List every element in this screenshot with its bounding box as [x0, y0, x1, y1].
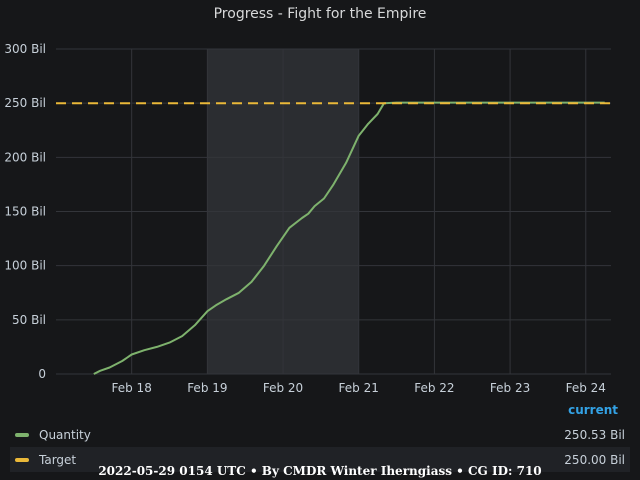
footer-credit: 2022-05-29 0154 UTC • By CMDR Winter Ihe… [98, 464, 542, 478]
series-line-quantity [93, 101, 605, 375]
legend-current-header[interactable]: current [568, 403, 618, 417]
legend-swatch-quantity [15, 432, 29, 437]
panel-title: Progress - Fight for the Empire [213, 6, 427, 22]
y-tick-label: 250 Bil [4, 96, 46, 110]
legend-value: 250.53 Bil [564, 427, 625, 442]
legend-label: Quantity [39, 427, 91, 442]
legend-value: 250.00 Bil [564, 452, 625, 467]
legend-item-quantity[interactable]: Quantity 250.53 Bil [10, 422, 630, 447]
x-tick-label: Feb 20 [263, 381, 303, 395]
legend-item-target[interactable]: Target 250.00 Bil [10, 447, 630, 472]
x-tick-label: Feb 18 [112, 381, 152, 395]
progress-chart[interactable]: 0 50 Bil 100 Bil 150 Bil 200 Bil 250 Bil 300 B… [0, 0, 640, 400]
y-tick-label: 300 Bil [4, 42, 46, 56]
legend-swatch-target [15, 457, 29, 462]
y-tick-label: 100 Bil [4, 259, 46, 273]
x-tick-label: Feb 19 [187, 381, 227, 395]
x-tick-label: Feb 21 [339, 381, 379, 395]
y-tick-label: 150 Bil [4, 205, 46, 219]
y-tick-label: 50 Bil [12, 313, 46, 327]
y-tick-label: 200 Bil [4, 150, 46, 164]
x-tick-label: Feb 23 [490, 381, 530, 395]
x-tick-label: Feb 24 [566, 381, 606, 395]
y-tick-label: 0 [38, 367, 46, 381]
x-tick-label: Feb 22 [414, 381, 454, 395]
legend-label: Target [39, 452, 77, 467]
